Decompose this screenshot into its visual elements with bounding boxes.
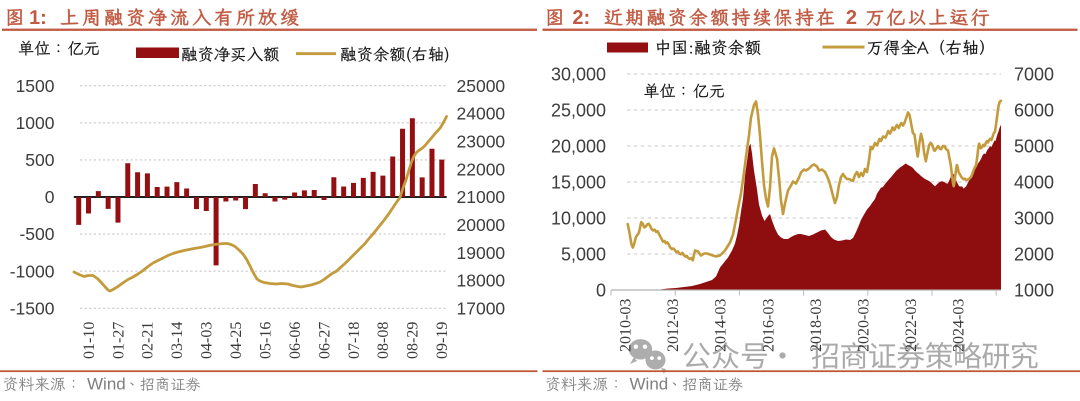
svg-text:19000: 19000	[457, 243, 506, 263]
svg-text:04-25: 04-25	[228, 322, 245, 359]
svg-text:2020-03: 2020-03	[856, 299, 873, 352]
svg-text:25,000: 25,000	[551, 101, 606, 121]
svg-text:4000: 4000	[1014, 173, 1054, 193]
svg-text:1500: 1500	[16, 76, 55, 96]
svg-text:03-14: 03-14	[169, 322, 186, 359]
svg-text:2024-03: 2024-03	[951, 299, 968, 352]
svg-text:17000: 17000	[457, 298, 506, 318]
svg-text:10,000: 10,000	[551, 209, 606, 229]
svg-text:21000: 21000	[457, 187, 506, 207]
svg-text:2022-03: 2022-03	[903, 299, 920, 352]
svg-text:23000: 23000	[457, 131, 506, 151]
svg-text:22000: 22000	[457, 159, 506, 179]
svg-text:08-08: 08-08	[375, 322, 392, 359]
svg-text:1000: 1000	[1014, 281, 1054, 301]
svg-text:0: 0	[596, 281, 606, 301]
svg-text:7000: 7000	[1014, 65, 1054, 85]
svg-text:06-06: 06-06	[287, 322, 304, 359]
svg-text:0: 0	[45, 187, 55, 207]
svg-text:04-03: 04-03	[199, 322, 216, 359]
svg-text:-1500: -1500	[10, 298, 55, 318]
svg-text:24000: 24000	[457, 104, 506, 124]
svg-text:5000: 5000	[1014, 137, 1054, 157]
svg-text:25000: 25000	[457, 76, 506, 96]
svg-text:08-29: 08-29	[405, 322, 422, 359]
svg-text:15,000: 15,000	[551, 173, 606, 193]
svg-text:500: 500	[25, 150, 54, 170]
svg-text:2016-03: 2016-03	[760, 299, 777, 352]
svg-text:30,000: 30,000	[551, 65, 606, 85]
svg-text:06-27: 06-27	[316, 322, 333, 359]
svg-text:6000: 6000	[1014, 101, 1054, 121]
svg-text:3000: 3000	[1014, 209, 1054, 229]
svg-text:05-16: 05-16	[258, 322, 275, 359]
svg-text:20000: 20000	[457, 215, 506, 235]
svg-text:Wind: Wind	[630, 375, 669, 394]
svg-text:1000: 1000	[16, 113, 55, 133]
svg-text:2014-03: 2014-03	[713, 299, 730, 352]
svg-text:09-19: 09-19	[434, 322, 451, 359]
svg-text:2000: 2000	[1014, 245, 1054, 265]
svg-text:20,000: 20,000	[551, 137, 606, 157]
svg-text:18000: 18000	[457, 271, 506, 291]
svg-text:-500: -500	[19, 224, 54, 244]
svg-text:5,000: 5,000	[561, 245, 606, 265]
svg-text:07-18: 07-18	[346, 322, 363, 359]
svg-text:02-21: 02-21	[140, 322, 157, 359]
svg-text:2010-03: 2010-03	[618, 299, 635, 352]
svg-text:2012-03: 2012-03	[665, 299, 682, 352]
svg-text:01-10: 01-10	[81, 322, 98, 359]
svg-text:-1000: -1000	[10, 261, 55, 281]
svg-text:Wind: Wind	[87, 375, 126, 394]
svg-text:2018-03: 2018-03	[808, 299, 825, 352]
svg-text:01-27: 01-27	[110, 322, 127, 359]
